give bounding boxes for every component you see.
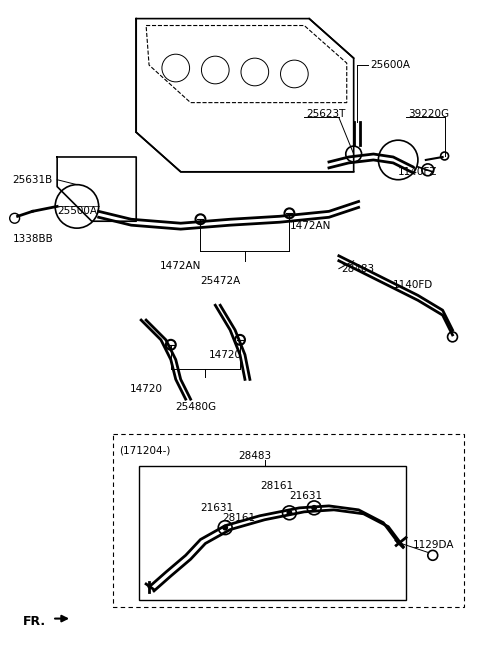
Text: 39220G: 39220G: [408, 110, 449, 119]
Text: 28483: 28483: [341, 264, 374, 274]
Text: 25480G: 25480G: [175, 402, 216, 412]
Circle shape: [422, 164, 434, 176]
Text: 25600A: 25600A: [371, 60, 410, 70]
Text: 14720: 14720: [130, 384, 163, 394]
Text: 25500A: 25500A: [57, 206, 97, 216]
Text: 1338BB: 1338BB: [12, 234, 53, 244]
Text: 14720: 14720: [209, 349, 241, 360]
Circle shape: [222, 524, 228, 531]
Text: 25623T: 25623T: [306, 110, 346, 119]
Text: FR.: FR.: [23, 615, 46, 628]
Text: 1140FZ: 1140FZ: [398, 167, 438, 177]
Text: 25472A: 25472A: [200, 276, 240, 285]
Text: (171204-): (171204-): [120, 445, 171, 456]
Text: 1129DA: 1129DA: [413, 541, 455, 550]
Text: 21631: 21631: [201, 503, 234, 513]
Text: 21631: 21631: [289, 491, 323, 501]
Circle shape: [311, 505, 317, 511]
Text: 1472AN: 1472AN: [160, 261, 202, 271]
Text: 28161: 28161: [260, 481, 293, 491]
Text: 1140FD: 1140FD: [393, 281, 433, 291]
Circle shape: [287, 510, 292, 516]
Circle shape: [428, 550, 438, 560]
Circle shape: [10, 214, 20, 223]
Text: 28161: 28161: [222, 513, 255, 523]
Text: 25631B: 25631B: [12, 175, 53, 185]
Circle shape: [447, 332, 457, 342]
Text: 28483: 28483: [238, 451, 271, 462]
Text: 1472AN: 1472AN: [289, 221, 331, 231]
Circle shape: [441, 152, 448, 160]
